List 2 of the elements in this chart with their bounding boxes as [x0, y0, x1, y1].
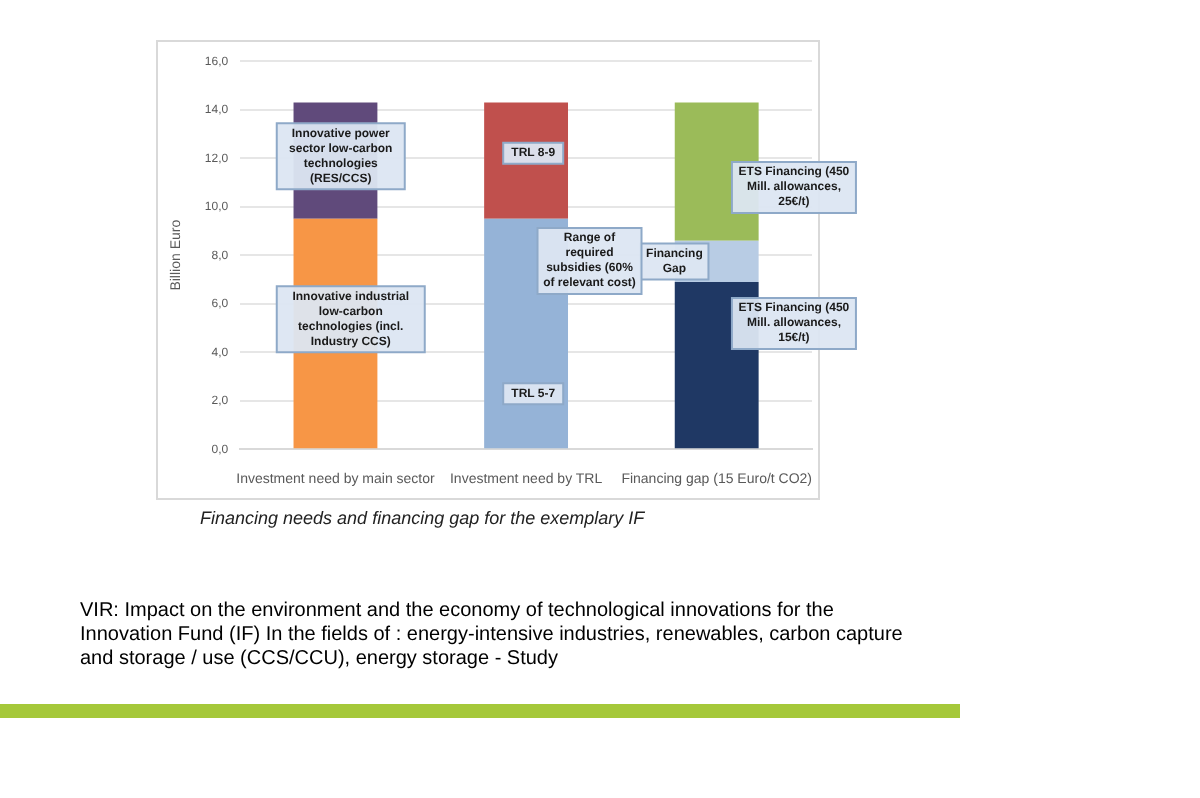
text: Financing needs and financing gap for the exemplary IF [200, 508, 645, 528]
text: VIR: Impact on the environment and the economy of technological innovations for the Innovation Fund (IF) In the fields of : energy-intensive industries, renewables, carbon capture and storage / use (CCS/CCU), energy storage - Study [80, 600, 905, 672]
